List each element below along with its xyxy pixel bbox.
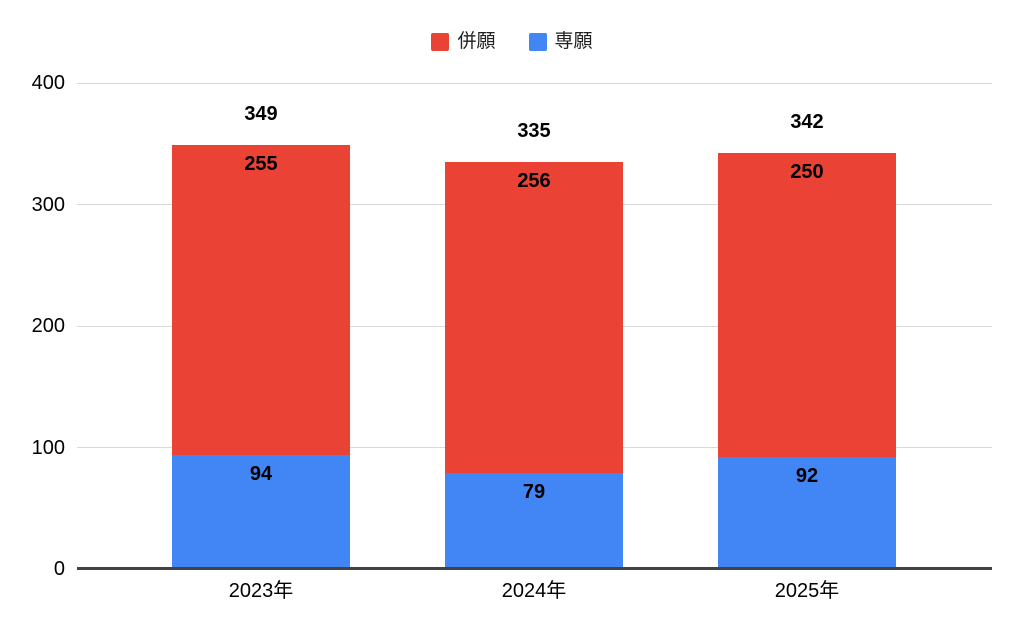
total-value-label: 335 — [517, 119, 551, 142]
legend-swatch-icon — [528, 33, 547, 51]
bar-segment-bottom: 92 — [718, 457, 896, 569]
y-axis-tick-label: 400 — [31, 72, 65, 94]
x-axis-label: 2025年 — [774, 580, 840, 602]
total-value-label: 349 — [244, 102, 278, 125]
y-axis-tick-label: 0 — [53, 558, 65, 580]
legend-label: 専願 — [554, 31, 593, 52]
segment-value-label: 94 — [249, 462, 273, 485]
bar-segment-top: 255 — [172, 144, 350, 455]
y-axis-tick-label: 300 — [31, 193, 65, 216]
bar-segment-bottom: 79 — [445, 473, 623, 569]
segment-value-label: 79 — [522, 481, 546, 504]
legend-item: 専願 — [528, 31, 593, 52]
bar-segment-top: 250 — [718, 153, 896, 458]
bar-segment-top: 256 — [445, 161, 623, 474]
segment-value-label: 255 — [244, 152, 278, 175]
plot-area: 94 255 349 79 256 335 92 250 342 — [77, 82, 992, 570]
legend-item: 併願 — [431, 31, 496, 52]
bar-segment-bottom: 94 — [172, 454, 350, 569]
x-axis-line — [77, 567, 992, 570]
legend-label: 併願 — [457, 31, 496, 52]
bar-group: 79 256 335 — [445, 120, 623, 569]
bar-group: 94 255 349 — [172, 103, 350, 569]
x-axis-label: 2024年 — [501, 580, 567, 602]
bar-group: 92 250 342 — [718, 111, 896, 569]
segment-value-label: 250 — [790, 161, 824, 184]
y-axis-tick-label: 200 — [31, 315, 65, 337]
chart-legend: 併願 専願 — [0, 32, 1024, 52]
y-axis-tick-label: 100 — [31, 436, 65, 459]
x-axis-label: 2023年 — [228, 580, 294, 602]
legend-swatch-icon — [431, 33, 450, 51]
total-value-label: 342 — [790, 111, 824, 134]
gridline — [77, 82, 992, 84]
segment-value-label: 92 — [795, 465, 819, 488]
segment-value-label: 256 — [517, 169, 551, 192]
